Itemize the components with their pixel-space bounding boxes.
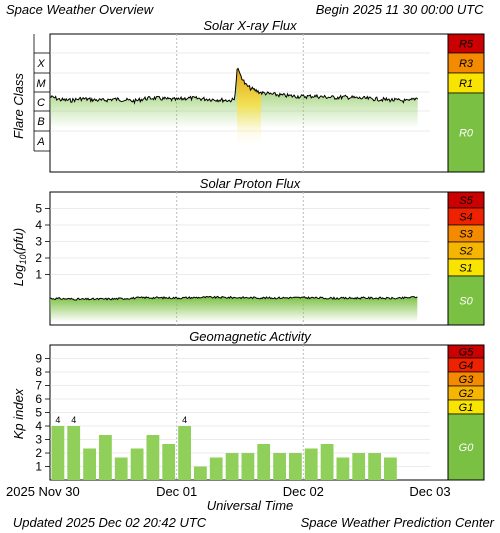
kp-tick-label: 8 xyxy=(35,365,42,379)
xray-level-r0-label: R0 xyxy=(459,128,474,140)
proton-plot: 1 2 3 4 5 xyxy=(35,191,449,326)
kp-bar xyxy=(225,453,239,480)
source-label: Space Weather Prediction Center xyxy=(301,515,495,530)
kp-bar xyxy=(273,453,286,480)
xray-tick-a: A xyxy=(36,136,44,148)
xray-tick-m: M xyxy=(36,78,46,90)
proton-tick-label: 1 xyxy=(35,268,42,282)
kp-bar xyxy=(209,457,223,480)
begin-label: Begin xyxy=(316,2,349,17)
begin-value: 2025 11 30 00:00 UTC xyxy=(352,2,484,17)
proton-level-s5-label: S5 xyxy=(459,195,473,207)
proton-flux-line xyxy=(49,295,418,301)
kp-bar-label: 4 xyxy=(71,415,76,425)
proton-tick-label: 2 xyxy=(35,251,42,265)
x-tick-label: Dec 02 xyxy=(283,484,324,499)
kp-bar xyxy=(368,453,381,480)
kp-tick-label: 6 xyxy=(35,392,42,406)
kp-tick-label: 5 xyxy=(35,406,42,420)
xray-ylabel: Flare Class xyxy=(11,73,26,139)
x-tick-label: Dec 03 xyxy=(409,484,450,499)
kp-bar xyxy=(130,448,144,480)
kp-bar xyxy=(304,448,318,480)
kp-level-g2-label: G2 xyxy=(459,388,474,400)
kp-bar xyxy=(67,426,81,480)
kp-bar xyxy=(384,457,397,480)
kp-level-g1-label: G1 xyxy=(459,402,474,414)
kp-scale-frame xyxy=(447,344,485,481)
proton-level-s4-label: S4 xyxy=(459,212,472,224)
kp-level-g0-label: G0 xyxy=(459,442,475,454)
xray-tick-b: B xyxy=(37,116,44,128)
kp-level-g5-label: G5 xyxy=(459,347,475,359)
kp-bar xyxy=(146,435,160,480)
xray-level-r0-box xyxy=(447,92,485,173)
kp-bar xyxy=(194,466,207,480)
kp-bar xyxy=(241,453,255,480)
xray-flux-line xyxy=(49,67,419,105)
kp-tick-label: 4 xyxy=(35,419,42,433)
kp-tick-label: 3 xyxy=(35,433,42,447)
xray-scale-frame xyxy=(447,33,485,173)
kp-bar xyxy=(83,448,96,480)
kp-tick-label: 9 xyxy=(35,352,42,366)
x-tick-label: 2025 Nov 30 xyxy=(6,484,80,499)
kp-level-g3-label: G3 xyxy=(459,374,475,386)
xray-level-r1-label: R1 xyxy=(459,78,473,90)
kp-bar-label: 4 xyxy=(55,415,60,425)
proton-level-s1-label: S1 xyxy=(459,263,472,275)
kp-bar xyxy=(114,457,128,480)
kp-bar-label: 4 xyxy=(182,415,187,425)
updated-label: Updated xyxy=(13,515,63,530)
proton-level-s2-label: S2 xyxy=(459,246,472,258)
kp-tick-label: 1 xyxy=(35,460,42,474)
kp-tick-label: 7 xyxy=(35,379,42,393)
kp-bar xyxy=(336,457,350,480)
kp-bar xyxy=(320,444,334,480)
proton-tick-label: 3 xyxy=(35,235,42,249)
kp-level-g4-label: G4 xyxy=(459,360,474,372)
xray-level-r5-label: R5 xyxy=(459,39,474,51)
proton-scale-frame xyxy=(447,191,485,326)
xray-flux-area xyxy=(50,68,418,128)
x-tick-label: Dec 01 xyxy=(156,484,197,499)
proton-title: Solar Proton Flux xyxy=(200,176,301,191)
kp-bar xyxy=(51,426,65,480)
xray-scale: R5 R3 R1 R0 xyxy=(447,33,485,173)
kp-bar xyxy=(257,444,271,480)
page-title: Space Weather Overview xyxy=(6,2,155,17)
proton-level-s3-label: S3 xyxy=(459,229,473,241)
proton-ylabel: Log10(pfu) xyxy=(11,228,28,286)
xray-tick-c: C xyxy=(37,97,45,109)
proton-scale: S5 S4 S3 S2 S1 S0 xyxy=(447,191,485,326)
kp-bar xyxy=(178,426,191,480)
xray-level-r3-label: R3 xyxy=(459,58,474,70)
xray-title: Solar X-ray Flux xyxy=(203,18,297,33)
proton-level-s0-label: S0 xyxy=(459,296,473,308)
kp-bar xyxy=(162,444,176,480)
geomag-title: Geomagnetic Activity xyxy=(189,329,312,344)
kp-ylabel: Kp index xyxy=(11,388,26,439)
updated-value: 2025 Dec 02 20:42 UTC xyxy=(65,515,207,530)
xray-flare-area xyxy=(237,68,261,150)
xray-tick-x: X xyxy=(36,58,45,70)
proton-tick-label: 4 xyxy=(35,218,42,232)
kp-bar xyxy=(289,453,302,480)
x-axis-label: Universal Time xyxy=(207,498,294,513)
proton-flux-area xyxy=(50,296,418,322)
kp-bar xyxy=(352,453,366,480)
kp-bar xyxy=(99,435,112,480)
proton-tick-label: 5 xyxy=(35,202,42,216)
kp-tick-label: 2 xyxy=(35,446,42,460)
